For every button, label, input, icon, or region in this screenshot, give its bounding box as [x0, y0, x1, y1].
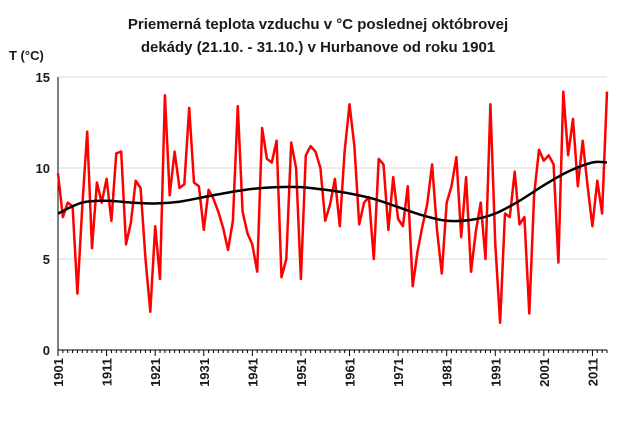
series-line-annual	[56, 90, 609, 324]
x-tick-labels: 1901 1911 1921 1931 1941 1951 1961 1971 1981 1991…	[51, 358, 600, 387]
y-axis-label: T (°C)	[9, 48, 44, 63]
series-line-trend	[57, 160, 608, 223]
y-tick-label: 0	[43, 343, 50, 358]
axes	[57, 77, 608, 356]
y-tick-label: 15	[36, 70, 50, 85]
x-tick-label: 1991	[488, 358, 503, 387]
x-tick-label: 1961	[343, 358, 358, 387]
x-tick-label: 1971	[391, 358, 406, 387]
x-tick-label: 1931	[197, 358, 212, 387]
x-tick-label: 1911	[100, 358, 115, 386]
y-tick-labels: 0 5 10 15	[36, 70, 50, 358]
x-tick-label: 1901	[51, 358, 66, 387]
x-tick-label: 1941	[245, 358, 260, 387]
series-group	[56, 90, 609, 324]
x-tick-label: 1981	[440, 358, 455, 387]
y-tick-label: 5	[43, 252, 50, 267]
x-tick-label: 2011	[585, 358, 600, 386]
grid-lines	[58, 76, 607, 260]
x-tick-label: 1921	[148, 358, 163, 387]
x-tick-label: 1951	[294, 358, 309, 387]
x-tick-label: 2001	[537, 358, 552, 387]
chart-title-line-2: dekády (21.10. - 31.10.) v Hurbanove od …	[141, 39, 495, 56]
chart-title-line-1: Priemerná teplota vzduchu v °C poslednej…	[128, 16, 508, 33]
y-tick-label: 10	[36, 161, 50, 176]
